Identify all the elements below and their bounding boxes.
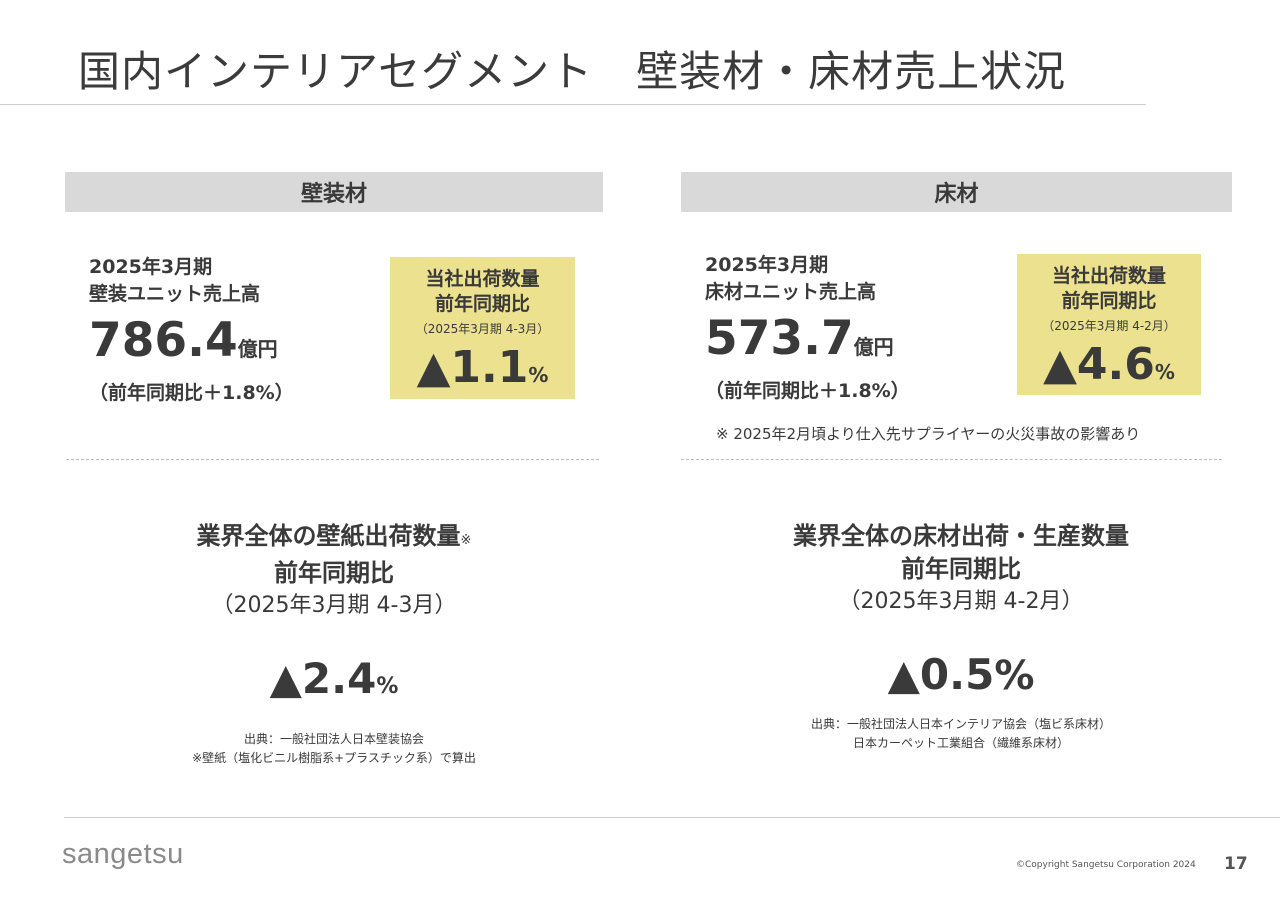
floor-divider — [681, 459, 1222, 460]
floor-industry: 業界全体の床材出荷・生産数量 前年同期比 （2025年3月期 4-2月） ▲0.… — [661, 520, 1261, 753]
floor-unit-sales: 2025年3月期 床材ユニット売上高 573.7億円 （前年同期比＋1.8%） — [705, 252, 910, 403]
wall-industry-pct: % — [376, 674, 399, 699]
wall-industry-source-1: 出典：一般社団法人日本壁装協会 — [243, 732, 424, 746]
wall-shipment-title-2: 前年同期比 — [434, 293, 530, 315]
page-title: 国内インテリアセグメント 壁装材・床材売上状況 — [78, 47, 1067, 96]
wall-sales-value-line: 786.4億円 — [89, 314, 294, 376]
floor-shipment-title-2: 前年同期比 — [1061, 290, 1157, 312]
floor-section-header: 床材 — [681, 172, 1232, 212]
wall-unit-name: 壁装ユニット売上高 — [89, 283, 261, 305]
sangetsu-logo: sangetsu — [62, 838, 184, 870]
floor-shipment-value-line: ▲4.6% — [1017, 339, 1201, 398]
wall-industry-title: 業界全体の壁紙出荷数量 — [196, 522, 461, 550]
wall-industry: 業界全体の壁紙出荷数量※ 前年同期比 （2025年3月期 4-3月） ▲2.4%… — [65, 520, 603, 768]
floor-industry-value: ▲0.5 — [887, 650, 995, 699]
floor-industry-value-line: ▲0.5% — [661, 650, 1261, 701]
floor-shipment-box: 当社出荷数量 前年同期比 （2025年3月期 4-2月） ▲4.6% — [1017, 254, 1201, 395]
wall-section-header: 壁装材 — [65, 172, 603, 212]
floor-industry-source-2: 日本カーペット工業組合（繊維系床材） — [852, 736, 1069, 750]
floor-shipment-title-1: 当社出荷数量 — [1051, 265, 1166, 287]
wall-shipment-period: （2025年3月期 4-3月） — [415, 322, 550, 336]
wall-unit-sales: 2025年3月期 壁装ユニット売上高 786.4億円 （前年同期比＋1.8%） — [89, 254, 294, 405]
wall-sales-unit: 億円 — [237, 337, 278, 361]
floor-industry-title-2: 前年同期比 — [901, 555, 1021, 583]
wall-industry-value: ▲2.4 — [269, 654, 377, 703]
wall-industry-period: （2025年3月期 4-3月） — [211, 593, 457, 618]
floor-industry-period: （2025年3月期 4-2月） — [838, 589, 1084, 614]
floor-industry-source-1: 出典：一般社団法人日本インテリア協会（塩ビ系床材） — [810, 717, 1111, 731]
floor-sales-yoy: （前年同期比＋1.8%） — [705, 380, 910, 402]
wall-sales-value: 786.4 — [89, 313, 238, 368]
floor-shipment-value: ▲4.6 — [1043, 339, 1155, 390]
floor-sales-value-line: 573.7億円 — [705, 312, 910, 374]
floor-shipment-period: （2025年3月期 4-2月） — [1042, 319, 1176, 333]
floor-unit-period: 2025年3月期 — [705, 254, 829, 276]
wall-unit-period: 2025年3月期 — [89, 256, 213, 278]
wall-divider — [66, 459, 599, 460]
floor-industry-pct: % — [994, 653, 1035, 699]
title-divider — [0, 104, 1146, 105]
wall-industry-source-2: ※壁紙（塩化ビニル樹脂系+プラスチック系）で算出 — [192, 751, 476, 765]
wall-shipment-pct: % — [528, 363, 549, 387]
wall-industry-value-line: ▲2.4% — [65, 654, 603, 712]
wall-shipment-box: 当社出荷数量 前年同期比 （2025年3月期 4-3月） ▲1.1% — [390, 257, 575, 399]
wall-shipment-value: ▲1.1 — [416, 342, 529, 393]
wall-shipment-title-1: 当社出荷数量 — [425, 268, 540, 290]
wall-industry-title-line1: 業界全体の壁紙出荷数量※ — [65, 520, 603, 557]
copyright-text: ©Copyright Sangetsu Corporation 2024 — [1016, 860, 1196, 870]
floor-sales-value: 573.7 — [705, 311, 854, 366]
wall-shipment-value-line: ▲1.1% — [390, 342, 575, 401]
page-number: 17 — [1224, 854, 1248, 874]
floor-sales-unit: 億円 — [853, 335, 894, 359]
wall-industry-title-mark: ※ — [460, 533, 472, 548]
floor-industry-title-1: 業界全体の床材出荷・生産数量 — [793, 522, 1129, 550]
footer-divider — [64, 817, 1280, 818]
floor-unit-name: 床材ユニット売上高 — [705, 281, 877, 303]
floor-shipment-pct: % — [1154, 360, 1175, 384]
floor-note: ※ 2025年2月頃より仕入先サプライヤーの火災事故の影響あり — [716, 425, 1141, 443]
wall-industry-title-2: 前年同期比 — [274, 559, 394, 587]
wall-sales-yoy: （前年同期比＋1.8%） — [89, 382, 294, 404]
